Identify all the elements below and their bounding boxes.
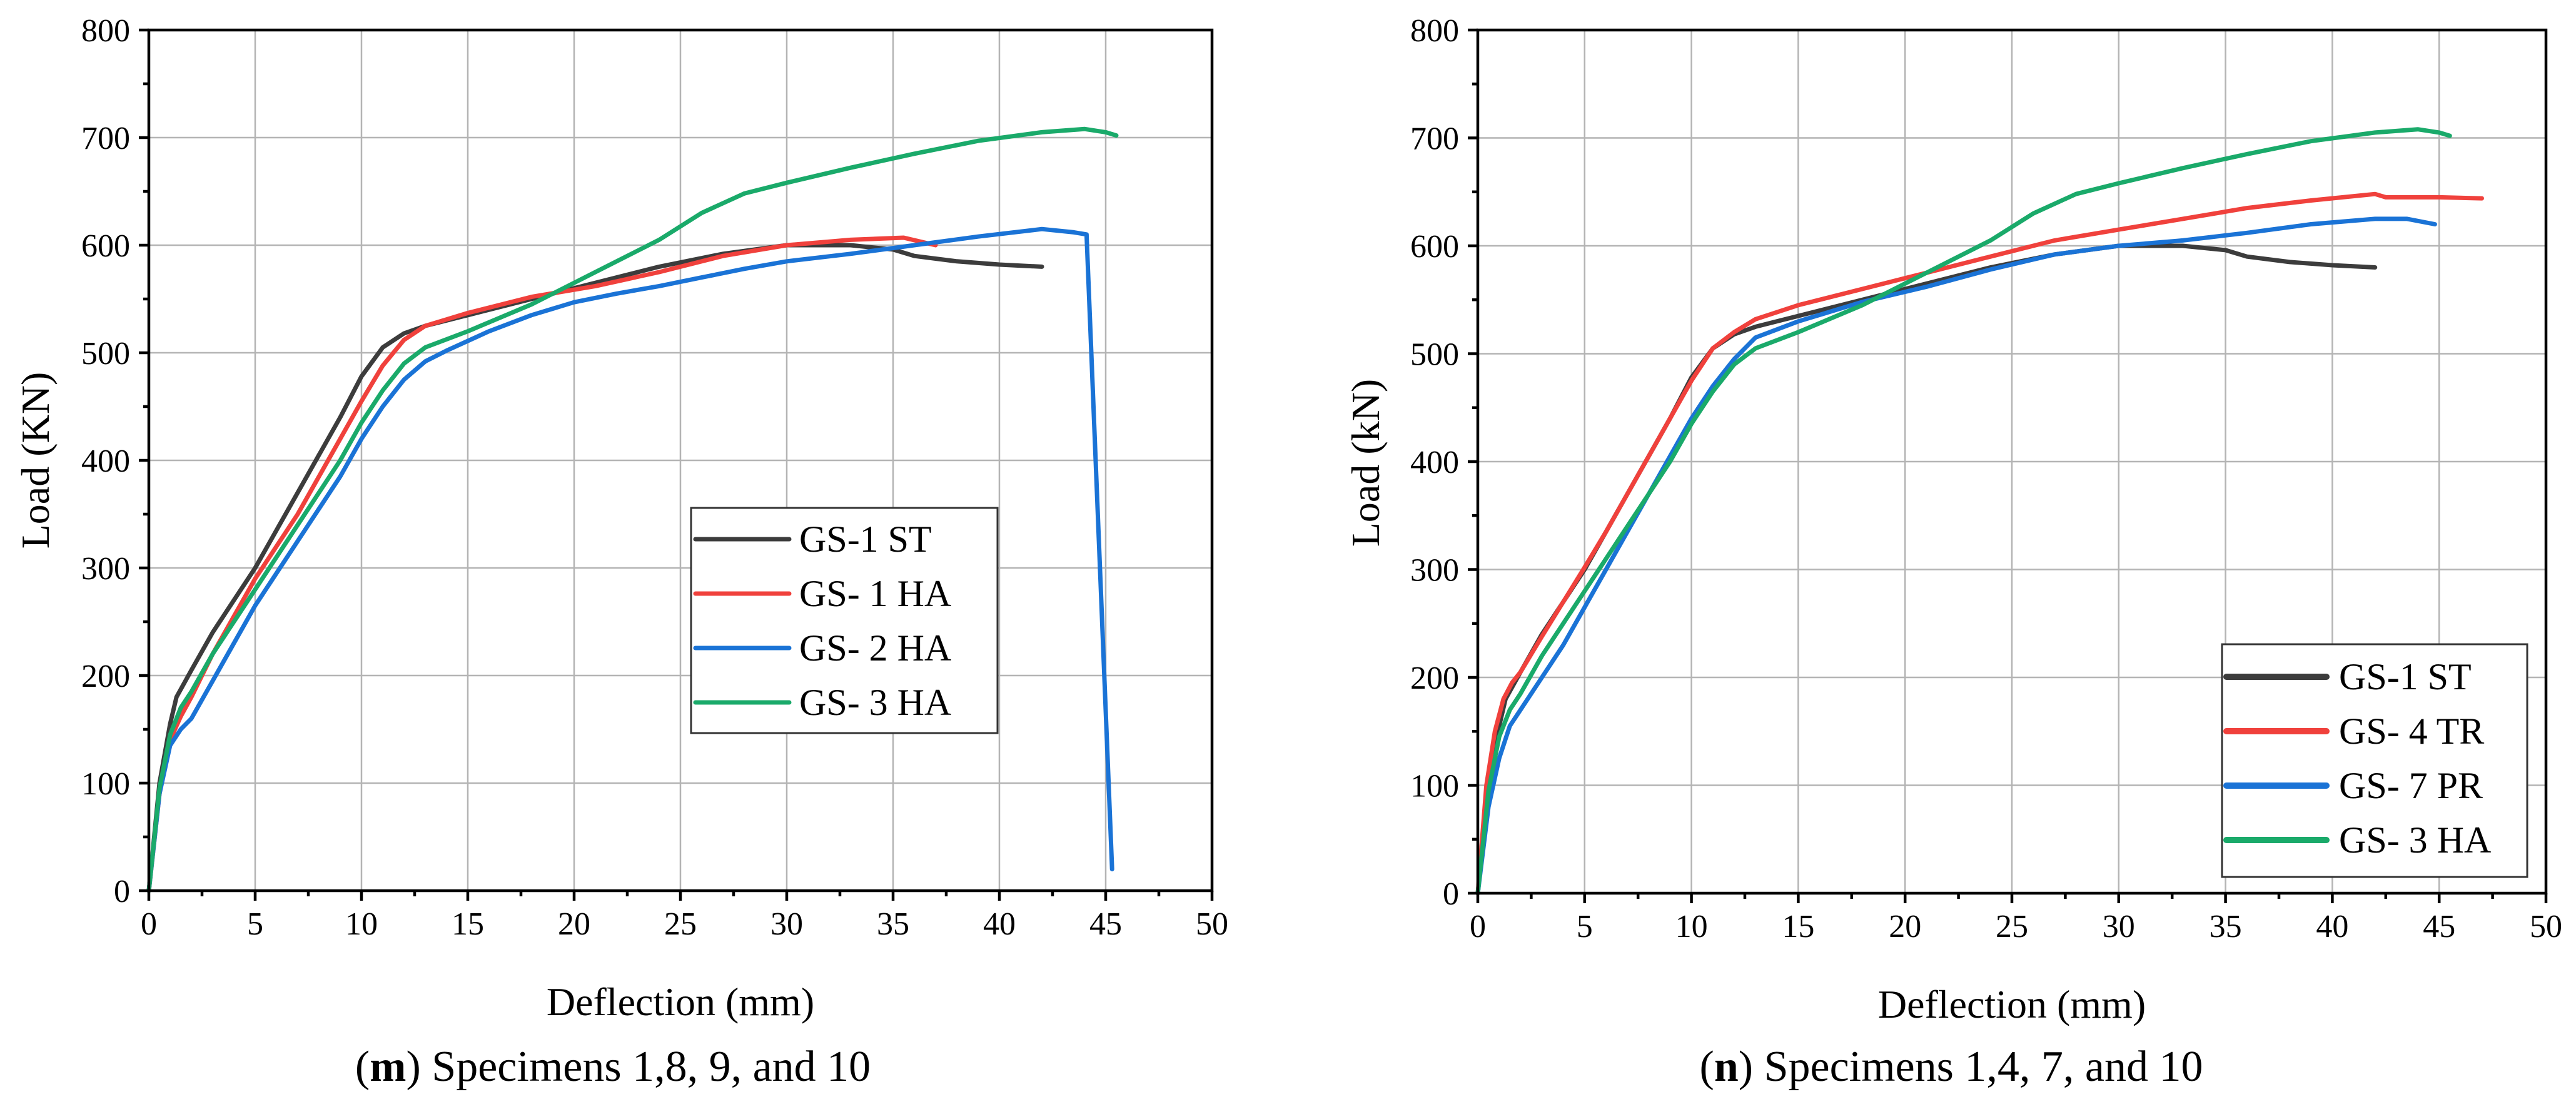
x-axis-title-m: Deflection (mm) — [547, 980, 814, 1024]
y-axis-title-n: Load (kN) — [1343, 379, 1388, 547]
x-tick-label: 0 — [1470, 909, 1486, 944]
chart-panel-m: 0 5 10 15 20 25 30 35 40 45 5001002003004005006007… — [13, 13, 1228, 1091]
y-tick-label: 200 — [1410, 661, 1459, 696]
caption-letter-m: m — [370, 1043, 406, 1091]
series-line-gs-1-ha — [146, 235, 938, 893]
legend-m: GS-1 ST GS- 1 HA GS- 2 HA GS- 3 HA — [690, 507, 999, 734]
ticks-m: 0 5 10 15 20 25 30 35 40 45 5001002003004005006007… — [81, 13, 1228, 942]
y-tick-label: 600 — [1410, 229, 1459, 265]
x-tick-label: 35 — [877, 906, 909, 942]
x-tick-label: 50 — [1196, 906, 1228, 942]
x-tick-label: 5 — [247, 906, 263, 942]
grid-m — [149, 30, 1212, 891]
x-tick-label: 20 — [558, 906, 590, 942]
x-tick-label: 40 — [983, 906, 1016, 942]
legend-box-m — [690, 507, 999, 734]
x-tick-label: 25 — [664, 906, 697, 942]
y-tick-label: 800 — [1410, 13, 1459, 49]
y-tick-label: 500 — [1410, 337, 1459, 373]
caption-m: (m) Specimens 1,8, 9, and 10 — [355, 1043, 871, 1091]
x-tick-label: 15 — [452, 906, 484, 942]
y-tick-label: 400 — [81, 443, 130, 479]
legend-label: GS- 2 HA — [799, 627, 951, 669]
x-tick-label: 30 — [770, 906, 803, 942]
x-tick-label: 10 — [1675, 909, 1708, 944]
x-tick-label: 20 — [1889, 909, 1921, 944]
series-line-gs-2-ha — [146, 226, 1114, 893]
legend-label: GS- 3 HA — [799, 682, 951, 723]
y-tick-label: 300 — [81, 551, 130, 587]
series-line-gs-3-ha — [1475, 127, 2452, 896]
y-tick-label: 200 — [81, 659, 130, 694]
y-tick-label: 400 — [1410, 445, 1459, 480]
x-tick-label: 0 — [141, 906, 157, 942]
x-tick-label: 50 — [2530, 909, 2562, 944]
x-tick-label: 10 — [345, 906, 378, 942]
series-line-gs-7-pr — [1475, 216, 2437, 896]
caption-text-m: ) Specimens 1,8, 9, and 10 — [406, 1043, 871, 1091]
series-line-gs-3-ha — [146, 126, 1119, 893]
legend-label: GS- 4 TR — [2339, 711, 2484, 752]
y-tick-label: 300 — [1410, 553, 1459, 589]
legend-items-n: GS-1 ST GS- 4 TR GS- 7 PR GS- 3 HA — [2223, 656, 2491, 861]
x-tick-label: 30 — [2103, 909, 2135, 944]
x-tick-label: 45 — [2423, 909, 2455, 944]
x-tick-label: 45 — [1089, 906, 1122, 942]
caption-n: (n) Specimens 1,4, 7, and 10 — [1700, 1043, 2203, 1091]
ticks-n: 0 5 10 15 20 25 30 35 40 45 5001002003004005006007… — [1410, 13, 2562, 944]
y-tick-label: 0 — [1443, 876, 1459, 912]
x-tick-label: 35 — [2210, 909, 2242, 944]
y-tick-label: 500 — [81, 336, 130, 372]
y-tick-label: 0 — [114, 874, 130, 909]
series-layer-n — [1475, 127, 2484, 896]
x-tick-label: 40 — [2316, 909, 2348, 944]
x-tick-label: 25 — [1996, 909, 2028, 944]
legend-label: GS- 1 HA — [799, 573, 951, 614]
legend-label: GS- 7 PR — [2339, 765, 2483, 806]
caption-text-n: ) Specimens 1,4, 7, and 10 — [1739, 1043, 2203, 1091]
y-tick-label: 100 — [81, 766, 130, 802]
x-tick-label: 15 — [1782, 909, 1814, 944]
legend-n: GS-1 ST GS- 4 TR GS- 7 PR GS- 3 HA — [2221, 643, 2528, 878]
legend-items-m: GS-1 ST GS- 1 HA GS- 2 HA GS- 3 HA — [693, 519, 951, 723]
chart-panel-n: 0 5 10 15 20 25 30 35 40 45 5001002003004005006007… — [1343, 13, 2562, 1091]
legend-label: GS-1 ST — [2339, 656, 2472, 697]
y-tick-label: 700 — [81, 121, 130, 156]
y-tick-label: 700 — [1410, 121, 1459, 157]
x-axis-title-n: Deflection (mm) — [1878, 982, 2146, 1026]
series-layer-m — [146, 126, 1119, 893]
legend-label: GS- 3 HA — [2339, 819, 2491, 861]
series-line-gs-4-tr — [1475, 191, 2484, 896]
series-line-gs-1-st — [146, 243, 1044, 893]
y-tick-label: 600 — [81, 228, 130, 264]
y-axis-title-m: Load (KN) — [13, 372, 58, 549]
x-tick-label: 5 — [1577, 909, 1593, 944]
y-tick-label: 100 — [1410, 769, 1459, 804]
caption-letter-n: n — [1714, 1043, 1739, 1091]
y-tick-label: 800 — [81, 13, 130, 49]
legend-label: GS-1 ST — [799, 519, 932, 560]
